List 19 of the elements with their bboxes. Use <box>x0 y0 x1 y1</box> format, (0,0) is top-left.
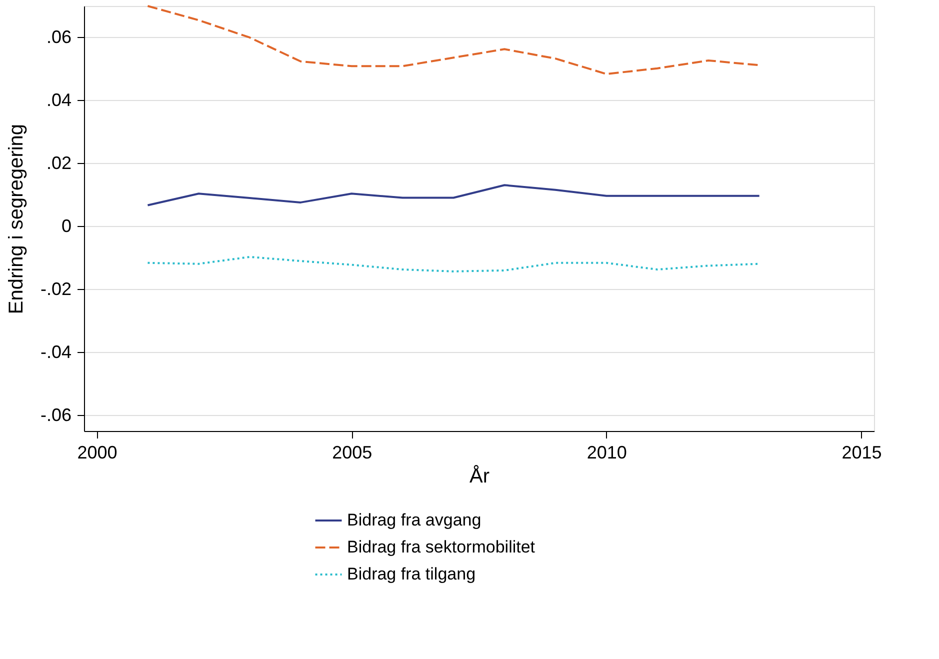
legend-label: Bidrag fra tilgang <box>347 564 476 584</box>
y-tick-label: .02 <box>46 152 72 173</box>
y-axis-title: Endring i segregering <box>5 124 28 314</box>
legend-label: Bidrag fra avgang <box>347 510 482 530</box>
line-series <box>146 5 760 75</box>
y-tick-label: .04 <box>46 90 72 110</box>
y-tick-label: -.04 <box>40 342 72 362</box>
x-tick-label: 2005 <box>332 442 372 462</box>
y-tick-label: 0 <box>61 216 72 236</box>
x-tick-label: 2000 <box>77 442 118 462</box>
y-tick-label: -.02 <box>40 278 72 299</box>
line-series <box>146 184 760 206</box>
x-tick-label: 2015 <box>842 442 882 462</box>
y-tick-label: .06 <box>46 26 72 47</box>
legend-label: Bidrag fra sektormobilitet <box>347 538 536 556</box>
y-tick-label: -.06 <box>40 404 72 425</box>
line-series <box>146 256 760 272</box>
x-tick-label: 2010 <box>586 442 627 462</box>
x-axis-title: År <box>470 464 490 488</box>
